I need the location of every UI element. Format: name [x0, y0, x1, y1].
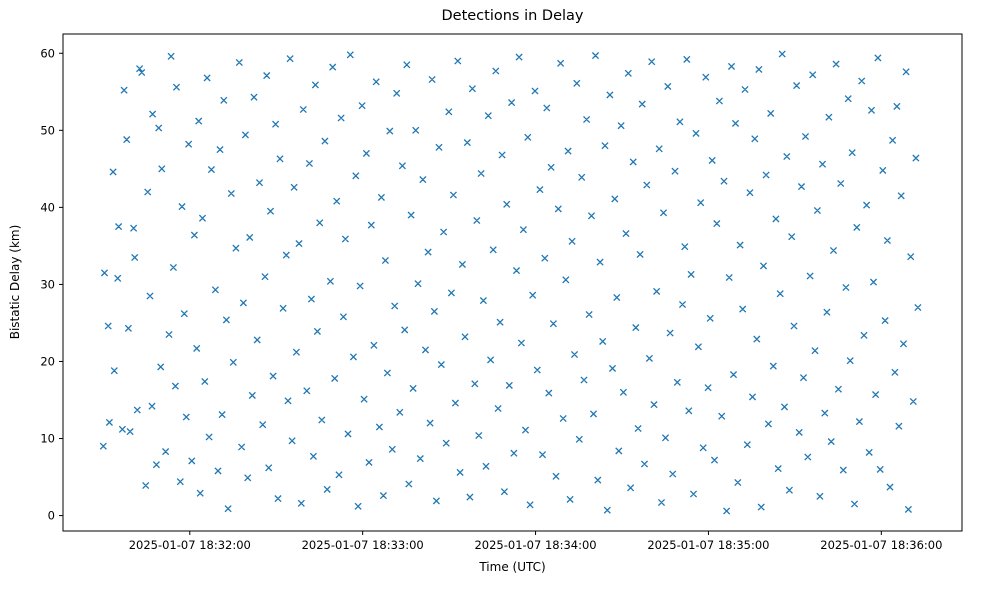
x-tick-label: 2025-01-07 18:34:00: [474, 538, 596, 552]
y-tick-label: 40: [40, 200, 55, 214]
y-tick-label: 60: [40, 46, 55, 60]
chart-title: Detections in Delay: [441, 8, 584, 24]
x-axis-label: Time (UTC): [479, 560, 546, 574]
x-tick-label: 2025-01-07 18:32:00: [129, 538, 251, 552]
y-tick-label: 10: [40, 432, 55, 446]
x-tick-label: 2025-01-07 18:35:00: [647, 538, 769, 552]
scatter-points: [99, 50, 922, 515]
axes-frame: [62, 33, 963, 532]
y-tick-label: 20: [40, 354, 55, 368]
x-axis-ticks: 2025-01-07 18:32:00 2025-01-07 18:33:00 20…: [129, 531, 942, 552]
x-tick-label: 2025-01-07 18:36:00: [820, 538, 942, 552]
y-axis-label: Bistatic Delay (km): [8, 224, 22, 340]
y-tick-label: 50: [40, 123, 55, 137]
x-marker-path: [99, 50, 922, 515]
y-tick-label: 30: [40, 277, 55, 291]
x-tick-label: 2025-01-07 18:33:00: [302, 538, 424, 552]
y-axis-ticks: 0 10 20 30 40 50 60: [40, 46, 63, 523]
y-tick-label: 0: [48, 509, 55, 523]
